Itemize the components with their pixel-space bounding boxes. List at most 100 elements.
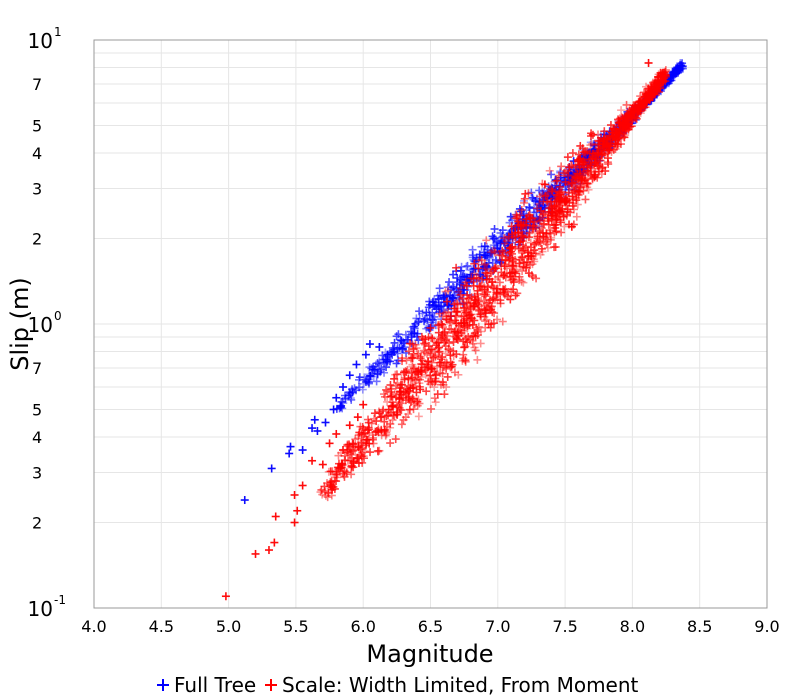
data-point [492,239,501,248]
data-point [394,330,403,339]
data-point [588,130,597,139]
data-point [370,365,379,374]
data-point [395,343,404,352]
data-point [353,413,362,422]
data-point [423,316,432,325]
series-scale-width-limited [221,58,670,601]
data-point [325,439,334,448]
data-point [490,225,499,234]
data-point [473,355,482,364]
data-point [370,409,379,418]
data-point [411,319,420,328]
data-point [351,435,360,444]
data-point [349,463,358,472]
data-point [372,377,381,386]
data-point [369,439,378,448]
data-point [364,379,373,388]
data-point [430,295,439,304]
data-point [379,358,388,367]
data-point [329,405,338,414]
y-tick-label: 3 [32,463,42,482]
data-point [339,383,348,392]
data-point [430,312,439,321]
data-point [270,538,279,547]
data-point [482,236,491,245]
data-point [408,360,417,369]
data-point [415,314,424,323]
data-point [379,355,388,364]
x-tick-label: 8.5 [687,617,712,636]
x-tick-label: 5.0 [216,617,241,636]
y-tick-label: 4 [32,144,42,163]
data-point [397,420,406,429]
data-point [367,364,376,373]
data-point [389,345,398,354]
data-point [422,308,431,317]
data-point [286,442,295,451]
data-point [419,316,428,325]
data-point [396,335,405,344]
data-point [324,467,333,476]
y-tick-label: 3 [32,179,42,198]
y-tick-label: 7 [32,75,42,94]
data-point [373,359,382,368]
x-tick-label: 4.5 [149,617,174,636]
y-axis-title: Slip (m) [6,277,34,371]
data-point [414,412,423,421]
data-point [313,426,322,435]
data-point [448,293,457,302]
data-point [345,371,354,380]
x-tick-label: 6.0 [350,617,375,636]
data-point [393,349,402,358]
x-tick-label: 6.5 [418,617,443,636]
data-point [456,266,465,275]
data-point [670,68,679,77]
y-decade-label: 10 [28,597,53,621]
x-tick-label: 9.0 [754,617,779,636]
y-tick-label: 4 [32,428,42,447]
data-point [251,549,260,558]
data-point [318,460,327,469]
data-point [453,278,462,287]
data-point [535,199,544,208]
data-point [298,446,307,455]
data-point [490,234,499,243]
data-point [355,373,364,382]
data-point [462,262,471,271]
data-point [290,490,299,499]
y-tick-label: 5 [32,116,42,135]
data-point [568,149,577,158]
data-point [406,327,415,336]
data-point [339,399,348,408]
data-point [336,403,345,412]
data-point [341,391,350,400]
data-point [348,388,357,397]
data-point [365,340,374,349]
y-tick-label: 5 [32,400,42,419]
data-point [435,284,444,293]
data-point [573,200,582,209]
data-point [476,339,485,348]
data-point [308,456,317,465]
data-point [443,283,452,292]
data-point [366,448,375,457]
data-point [310,415,319,424]
data-point [345,421,354,430]
data-point [427,322,436,331]
data-point [347,395,356,404]
data-point [468,245,477,254]
data-point [385,357,394,366]
data-point [422,387,431,396]
data-point [366,371,375,380]
data-point [436,302,445,311]
data-point [397,336,406,345]
legend-marker-scale [265,679,277,691]
data-point [380,368,389,377]
data-point [365,370,374,379]
data-point [467,266,476,275]
data-point [529,195,538,204]
data-point [374,447,383,456]
data-point [490,247,499,256]
data-point [375,342,384,351]
data-point [386,439,395,448]
